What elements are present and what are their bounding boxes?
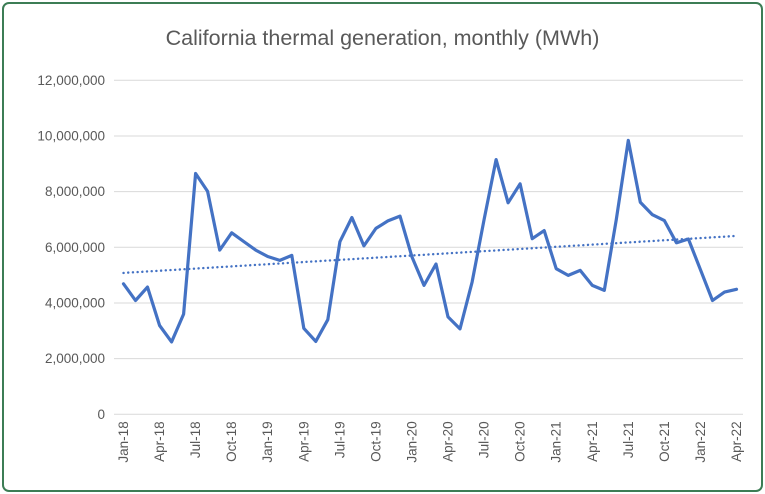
x-axis-tick-label: Apr-22 — [729, 421, 744, 462]
x-axis-tick-label: Jan-22 — [693, 421, 708, 462]
y-axis-tick-label: 8,000,000 — [45, 184, 105, 199]
x-axis-tick-label: Oct-21 — [657, 421, 672, 462]
y-axis-tick-label: 6,000,000 — [45, 240, 105, 255]
x-axis-tick-label: Jan-20 — [405, 421, 420, 462]
x-axis-tick-label: Apr-18 — [152, 421, 167, 462]
x-axis-tick-label: Jul-20 — [477, 421, 492, 458]
x-axis-tick-label: Jul-21 — [621, 421, 636, 458]
x-axis-tick-label: Apr-21 — [585, 421, 600, 462]
series-line-thermal-generation — [121, 138, 739, 344]
trendline-dotted — [122, 234, 738, 275]
x-axis-tick-label: Jul-19 — [332, 421, 347, 458]
y-axis-tick-label: 0 — [97, 407, 105, 422]
x-axis-tick-label: Apr-20 — [441, 421, 456, 462]
y-axis-tick-label: 12,000,000 — [37, 73, 105, 88]
y-axis-tick-label: 4,000,000 — [45, 296, 105, 311]
x-axis-tick-label: Oct-20 — [513, 421, 528, 462]
x-axis-tick-label: Jan-19 — [260, 421, 275, 462]
x-axis-tick-label: Jan-21 — [549, 421, 564, 462]
chart-svg: 0 2,000,000 4,000,000 6,000,000 8,000,000 10,… — [37, 73, 744, 463]
x-axis-tick-label: Oct-18 — [224, 421, 239, 462]
x-axis-tick-label: Jul-18 — [188, 421, 203, 458]
y-axis-tick-label: 2,000,000 — [45, 351, 105, 366]
x-axis-tick-label: Apr-19 — [296, 421, 311, 462]
chart-title: California thermal generation, monthly (… — [165, 26, 600, 50]
x-axis-tick-label: Jan-18 — [116, 421, 131, 462]
y-axis-tick-label: 10,000,000 — [37, 129, 105, 144]
x-axis-tick-label: Oct-19 — [368, 421, 383, 462]
